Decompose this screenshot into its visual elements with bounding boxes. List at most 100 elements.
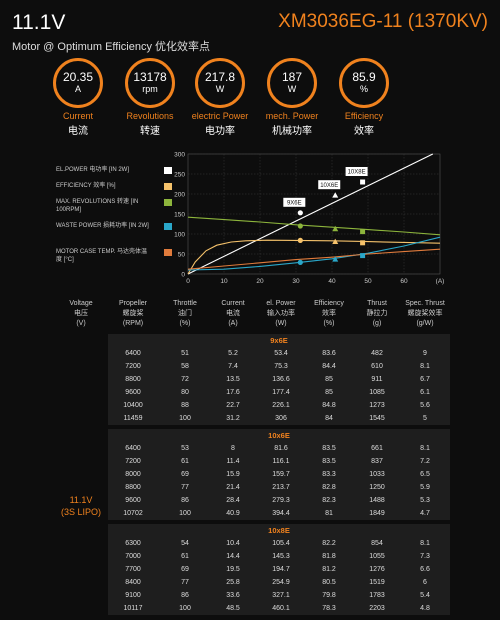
table-header-line: (g) <box>372 320 382 327</box>
table-cell: 28.4 <box>226 497 240 504</box>
table-cell: 1849 <box>369 510 385 517</box>
table-cell: 78.3 <box>322 605 336 612</box>
table-cell: 9 <box>423 350 427 357</box>
table-row: 6400 53 8 81.6 83.5 661 8.1 <box>108 442 450 455</box>
y-tick-label: 250 <box>174 172 185 179</box>
table-cell: 1519 <box>369 579 385 586</box>
table-cell: 10117 <box>123 605 143 612</box>
table-cell: 81.2 <box>322 566 336 573</box>
table-cell: 6 <box>423 579 427 586</box>
table-cell: 82.2 <box>322 540 336 547</box>
data-point <box>297 237 303 243</box>
table-cell: 6400 <box>125 350 141 357</box>
table-cell: 1783 <box>369 592 385 599</box>
performance-chart: 0 50 100 150 200 250 300 0 10 20 30 40 50 60 (A) 9X6E 10… <box>172 150 450 297</box>
legend-swatch <box>164 167 172 174</box>
y-tick-label: 100 <box>174 232 185 239</box>
table-cell: 8.1 <box>420 540 430 547</box>
table-cell: 77 <box>181 484 189 491</box>
data-point <box>360 229 366 235</box>
table-header-line: (A) <box>228 320 238 327</box>
table-cell: 58 <box>181 363 189 370</box>
table-row: 10117 100 48.5 460.1 78.3 2203 4.8 <box>108 602 450 615</box>
y-tick-label: 200 <box>174 192 185 199</box>
y-tick-label: 300 <box>174 152 185 159</box>
table-cell: 82.3 <box>322 497 336 504</box>
x-tick-label: 30 <box>292 278 300 285</box>
gauge-unit: A <box>74 84 81 94</box>
gauge-unit: rpm <box>142 84 158 94</box>
table-cell: 194.7 <box>272 566 290 573</box>
table-cell: 31.2 <box>226 415 240 422</box>
data-point <box>360 253 366 259</box>
table-cell: 48.5 <box>226 605 240 612</box>
table-header-line: Thrust <box>367 300 387 307</box>
table-cell: 82.8 <box>322 484 336 491</box>
table-cell: 9100 <box>125 592 141 599</box>
table-cell: 5 <box>423 415 427 422</box>
series-line-efficiency <box>187 239 441 275</box>
table-header-cell: Propeller 螺旋桨 (RPM) <box>108 299 158 329</box>
gauge-label: mech. Power <box>265 111 319 121</box>
table-header-line: Throttle <box>173 300 197 307</box>
legend-item: EL.POWER 电功率 [IN 2W] <box>56 166 172 174</box>
table-cell: 482 <box>371 350 383 357</box>
data-point <box>360 240 366 246</box>
gauge-label: Current <box>62 111 93 121</box>
table-header-line: (%) <box>179 320 191 327</box>
table-cell: 105.4 <box>272 540 290 547</box>
table-cell: 84.4 <box>322 363 336 370</box>
table-header-line: 电流 <box>226 310 240 317</box>
table-header-line: Voltage <box>69 300 93 307</box>
table-header-line: (%) <box>323 320 335 327</box>
annotation-box <box>283 197 306 207</box>
table-header-line: 油门 <box>178 310 192 317</box>
table-body: 9x6E 6400 51 5.2 53.4 83.6 482 9 7200 58 7.4 75.3 84… <box>56 334 450 615</box>
table-cell: 7000 <box>125 553 141 560</box>
legend-label: EFFICIENCY 效率 [%] <box>56 183 116 189</box>
gauge-unit: W <box>287 84 297 94</box>
data-point <box>297 223 303 229</box>
legend-swatch <box>164 223 172 230</box>
table-header-cell: Spec. Thrust 螺旋桨效率 (g/W) <box>400 299 450 329</box>
gauge-label: Efficiency <box>344 111 384 121</box>
table-cell: 8 <box>231 445 235 452</box>
table-cell: 85 <box>325 389 333 396</box>
table-cell: 25.8 <box>226 579 240 586</box>
voltage-note: (3S LIPO) <box>60 507 101 517</box>
gauge-label-cn: 电流 <box>68 126 88 137</box>
gauge-value: 217.8 <box>204 70 236 84</box>
table-header-cell: Thrust 静拉力 (g) <box>352 299 402 329</box>
legend-item: MAX. REVOLUTIONS 转速 [IN 100RPM] <box>56 198 172 214</box>
table-cell: 21.4 <box>226 484 240 491</box>
table-cell: 5.3 <box>420 497 430 504</box>
table-cell: 911 <box>371 376 383 383</box>
voltage-cell: 11.1V (3S LIPO) <box>56 494 106 518</box>
legend-item: EFFICIENCY 效率 [%] <box>56 182 172 190</box>
gauge-unit: W <box>215 84 225 94</box>
table-cell: 86 <box>181 592 189 599</box>
page-subtitle: Motor @ Optimum Efficiency 优化效率点 <box>12 41 210 53</box>
table-cell: 6.5 <box>420 471 430 478</box>
table-cell: 4.7 <box>420 510 430 517</box>
table-cell: 86 <box>181 497 189 504</box>
gauge-ring: 20.35 A <box>53 58 103 108</box>
gauge-label-cn: 电功率 <box>205 126 235 137</box>
table-cell: 84 <box>325 415 333 422</box>
table-header-line: (W) <box>275 320 287 327</box>
table-cell: 100 <box>179 510 191 517</box>
table-cell: 10.4 <box>226 540 240 547</box>
table-cell: 7200 <box>125 363 141 370</box>
gauge-label: Revolutions <box>126 111 174 121</box>
data-point <box>297 259 303 265</box>
table-cell: 254.9 <box>272 579 290 586</box>
table-cell: 83.5 <box>322 445 336 452</box>
gauge-1: 20.35 A Current 电流 <box>50 58 106 137</box>
gauge-ring: 217.8 W <box>195 58 245 108</box>
table-cell: 100 <box>179 605 191 612</box>
legend-item: WASTE POWER 损耗功率 [IN 2W] <box>56 222 172 230</box>
data-point <box>332 238 339 244</box>
table-cell: 22.7 <box>226 402 240 409</box>
table-cell: 100 <box>179 415 191 422</box>
